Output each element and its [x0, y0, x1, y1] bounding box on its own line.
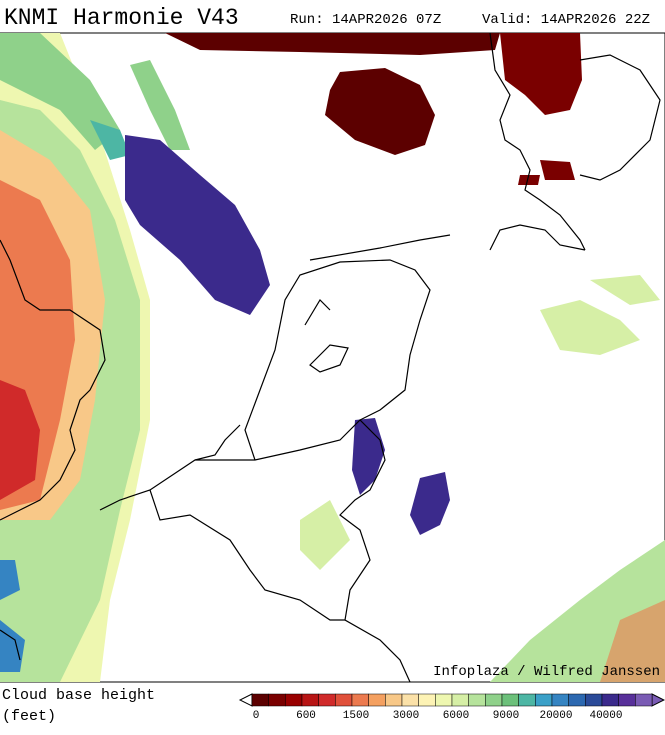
coastline	[194, 259, 431, 461]
colorbar-swatch	[351, 693, 369, 707]
colorbar-label: 3000	[393, 710, 419, 722]
colorbar: 0 600 1500 3000 6000 9000 20000 40000	[238, 693, 665, 722]
map: Infoplaza / Wilfred Janssen	[0, 32, 665, 683]
cloud-area	[125, 135, 270, 315]
colorbar-swatch	[451, 693, 469, 707]
colorbar-label: 40000	[589, 710, 622, 722]
coastline	[489, 32, 661, 251]
colorbar-swatch	[418, 693, 436, 707]
coastline	[0, 629, 21, 661]
colorbar-swatch	[568, 693, 586, 707]
cloud-area	[518, 160, 575, 185]
cloud-area	[130, 60, 190, 150]
colorbar-swatch	[618, 693, 636, 707]
colorbar-swatch	[535, 693, 553, 707]
colorbar-swatch	[501, 693, 519, 707]
legend-unit: (feet)	[2, 708, 56, 725]
colorbar-swatch	[518, 693, 536, 707]
cloud-area	[165, 33, 500, 55]
cloud-area	[90, 120, 130, 160]
coastline	[304, 299, 349, 373]
credit: Infoplaza / Wilfred Janssen	[433, 664, 660, 680]
legend-title: Cloud base height	[2, 687, 155, 704]
colorbar-swatch	[635, 693, 653, 707]
colorbar-swatch	[251, 693, 269, 707]
colorbar-swatch	[301, 693, 319, 707]
colorbar-swatch	[368, 693, 386, 707]
cloud-area	[300, 500, 350, 570]
coastline	[0, 239, 106, 521]
cloud-area	[600, 600, 665, 682]
run-time: Run: 14APR2026 07Z	[290, 12, 441, 28]
colorbar-label: 1500	[343, 710, 369, 722]
cloud-area	[540, 275, 660, 355]
colorbar-swatch	[468, 693, 486, 707]
colorbar-swatch	[601, 693, 619, 707]
colorbar-label: 6000	[443, 710, 469, 722]
border	[149, 489, 345, 621]
valid-time: Valid: 14APR2026 22Z	[482, 12, 650, 28]
colorbar-swatch	[585, 693, 603, 707]
cloud-area	[0, 380, 40, 500]
colorbar-swatch	[401, 693, 419, 707]
colorbar-swatch	[335, 693, 353, 707]
colorbar-swatch	[318, 693, 336, 707]
colorbar-swatch	[268, 693, 286, 707]
cloud-area	[325, 68, 435, 155]
colorbar-label: 0	[253, 710, 260, 722]
border	[99, 419, 411, 683]
colorbar-label: 20000	[539, 710, 572, 722]
colorbar-swatch	[485, 693, 503, 707]
coastline	[309, 224, 586, 261]
cloud-area	[410, 472, 450, 535]
colorbar-swatch	[385, 693, 403, 707]
colorbar-swatch	[551, 693, 569, 707]
colorbar-swatch	[435, 693, 453, 707]
cloud-area	[0, 560, 25, 672]
colorbar-label: 600	[296, 710, 316, 722]
cloud-area	[500, 33, 582, 115]
colorbar-label: 9000	[493, 710, 519, 722]
colorbar-swatch	[285, 693, 303, 707]
map-title: KNMI Harmonie V43	[4, 5, 239, 31]
cloud-area	[0, 33, 120, 150]
